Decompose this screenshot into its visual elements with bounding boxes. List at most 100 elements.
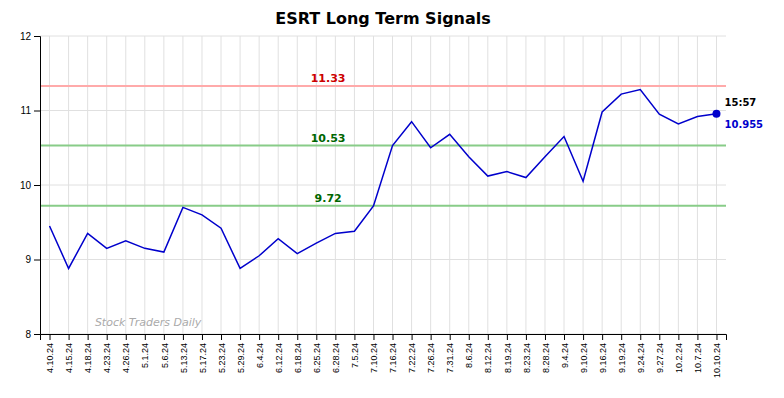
x-tick: 9.4.24 <box>560 334 570 368</box>
x-tick: 5.23.24 <box>217 334 227 373</box>
x-tick-mark <box>202 334 203 340</box>
x-tick-label: 7.5.24 <box>350 343 360 368</box>
grid-line-y <box>40 259 726 260</box>
x-tick-label: 4.15.24 <box>64 343 74 373</box>
x-tick-mark <box>126 334 127 340</box>
x-tick-label: 5.17.24 <box>198 343 208 373</box>
y-tick-label: 12 <box>20 31 32 42</box>
y-axis: 8 9 10 11 12 <box>20 31 41 340</box>
x-tick: 8.19.24 <box>503 334 513 373</box>
y-tick-label: 8 <box>25 329 31 340</box>
y-tick-label: 10 <box>20 180 32 191</box>
x-tick-mark <box>69 334 70 340</box>
y-axis-line <box>34 37 41 335</box>
x-tick-label: 7.22.24 <box>407 343 417 373</box>
x-tick-label: 8.12.24 <box>483 343 493 373</box>
plot: Stock Traders Daily11.3310.539.7215:5710… <box>20 31 763 378</box>
y-tick-mark <box>34 260 40 261</box>
x-tick-label: 7.16.24 <box>388 343 398 373</box>
reference-label: 11.33 <box>311 72 346 85</box>
x-tick-mark <box>602 334 603 340</box>
x-tick-label: 8.6.24 <box>464 343 474 368</box>
x-tick: 6.4.24 <box>255 334 265 368</box>
x-tick-label: 5.29.24 <box>236 343 246 373</box>
x-tick-label: 10.2.24 <box>674 343 684 373</box>
x-tick-mark <box>316 334 317 340</box>
x-tick: 9.10.24 <box>579 334 589 373</box>
marks <box>40 86 726 269</box>
x-tick-mark <box>297 334 298 340</box>
y-tick-mark <box>34 36 40 37</box>
x-tick: 7.31.24 <box>445 334 455 373</box>
x-tick-label: 6.12.24 <box>274 343 284 373</box>
last-value-label: 10.955 <box>724 119 763 130</box>
x-tick-mark <box>145 334 146 340</box>
reference-line <box>40 85 726 87</box>
y-tick-label: 11 <box>21 105 32 116</box>
grid-line-y <box>40 36 726 37</box>
reference-line <box>40 205 726 207</box>
x-tick: 5.17.24 <box>198 334 208 373</box>
x-tick-mark <box>183 334 184 340</box>
reference-line <box>40 145 726 147</box>
x-tick-mark <box>564 334 565 340</box>
x-tick: 9.27.24 <box>655 334 665 373</box>
y-tick: 10 <box>20 180 40 191</box>
y-tick: 9 <box>25 254 40 265</box>
y-tick-label: 9 <box>25 254 31 265</box>
x-tick-mark <box>545 334 546 340</box>
x-tick-label: 5.13.24 <box>179 343 189 373</box>
x-tick: 8.6.24 <box>464 334 474 368</box>
last-point <box>712 110 720 118</box>
reference-label: 9.72 <box>315 192 342 205</box>
x-tick: 4.26.24 <box>121 334 131 373</box>
x-tick-mark <box>716 334 717 340</box>
x-tick: 6.25.24 <box>312 334 322 373</box>
x-tick-label: 5.23.24 <box>217 343 227 373</box>
x-tick: 7.22.24 <box>407 334 417 373</box>
reference-label: 10.53 <box>311 132 346 145</box>
x-tick-mark <box>107 334 108 340</box>
x-tick-label: 10.10.24 <box>712 343 722 378</box>
x-tick-mark <box>450 334 451 340</box>
x-tick: 10.10.24 <box>712 334 722 378</box>
x-tick-mark <box>621 334 622 340</box>
x-tick: 8.12.24 <box>483 334 493 373</box>
x-tick-mark <box>678 334 679 340</box>
x-tick: 7.10.24 <box>369 334 379 373</box>
x-tick-mark <box>393 334 394 340</box>
y-tick: 12 <box>20 31 40 42</box>
x-tick: 7.16.24 <box>388 334 398 373</box>
x-tick-mark <box>259 334 260 340</box>
watermark: Stock Traders Daily <box>95 316 202 329</box>
x-tick: 9.16.24 <box>598 334 608 373</box>
x-tick-label: 9.27.24 <box>655 343 665 373</box>
x-tick: 5.6.24 <box>160 334 170 368</box>
x-tick-label: 4.26.24 <box>121 343 131 373</box>
x-tick-label: 5.1.24 <box>140 343 150 368</box>
x-tick-mark <box>469 334 470 340</box>
x-tick-label: 4.10.24 <box>45 343 55 373</box>
grid <box>40 36 726 334</box>
x-tick: 8.28.24 <box>541 334 551 373</box>
x-axis-line <box>41 335 727 341</box>
x-tick-label: 9.24.24 <box>636 343 646 373</box>
y-tick-mark <box>34 185 40 186</box>
x-tick: 5.29.24 <box>236 334 246 373</box>
x-tick-label: 10.7.24 <box>693 343 703 373</box>
x-tick: 6.12.24 <box>274 334 284 373</box>
x-tick: 4.10.24 <box>45 334 55 373</box>
grid-line-y <box>40 110 726 111</box>
y-tick: 8 <box>25 329 40 340</box>
x-tick-label: 9.4.24 <box>560 343 570 368</box>
x-tick-label: 7.31.24 <box>445 343 455 373</box>
x-tick-mark <box>697 334 698 340</box>
x-tick-mark <box>488 334 489 340</box>
chart: Stock Traders Daily11.3310.539.7215:5710… <box>0 0 784 398</box>
x-tick: 10.2.24 <box>674 334 684 373</box>
x-tick: 4.23.24 <box>102 334 112 373</box>
x-tick: 5.1.24 <box>140 334 150 368</box>
x-tick-mark <box>659 334 660 340</box>
grid-line-y <box>40 185 726 186</box>
y-tick: 11 <box>21 105 40 116</box>
